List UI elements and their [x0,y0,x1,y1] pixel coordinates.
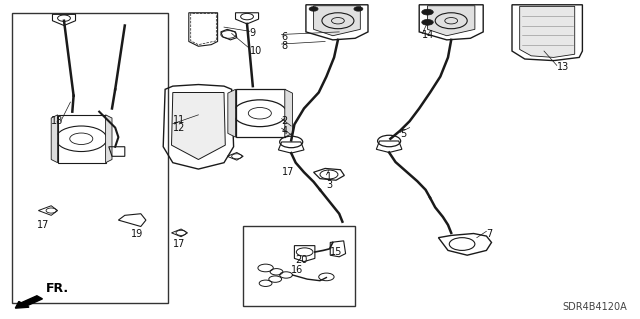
Circle shape [309,7,318,11]
Text: 17: 17 [36,220,49,230]
Text: 1: 1 [326,172,333,182]
Polygon shape [51,115,58,163]
Text: 16: 16 [291,264,303,275]
Text: 13: 13 [557,62,569,72]
Text: 17: 17 [173,239,185,249]
Circle shape [422,19,433,25]
Bar [12,13,168,303]
Text: 9: 9 [250,28,256,39]
FancyArrow shape [15,296,42,308]
Polygon shape [285,89,292,137]
Bar [243,226,355,306]
Text: 12: 12 [173,122,185,133]
Polygon shape [314,6,360,36]
Circle shape [354,7,363,11]
Text: 10: 10 [250,46,262,56]
Polygon shape [428,6,475,36]
Text: 19: 19 [131,229,143,240]
Text: 5: 5 [400,129,406,139]
Text: 7: 7 [486,229,493,240]
Text: 8: 8 [282,41,288,51]
Text: 17: 17 [282,167,294,177]
Text: 4: 4 [282,126,288,136]
Text: SDR4B4120A: SDR4B4120A [563,302,627,312]
Text: 20: 20 [296,255,308,265]
Text: 11: 11 [173,115,185,125]
Text: 15: 15 [330,247,342,257]
Text: 2: 2 [282,116,288,126]
Polygon shape [106,115,112,163]
Text: 3: 3 [326,180,333,190]
Text: 14: 14 [422,30,435,40]
Text: 6: 6 [282,32,288,42]
Circle shape [422,9,433,15]
Text: 18: 18 [51,116,63,126]
Polygon shape [172,93,225,160]
Polygon shape [228,89,236,137]
Text: FR.: FR. [46,282,69,295]
Polygon shape [520,6,575,57]
